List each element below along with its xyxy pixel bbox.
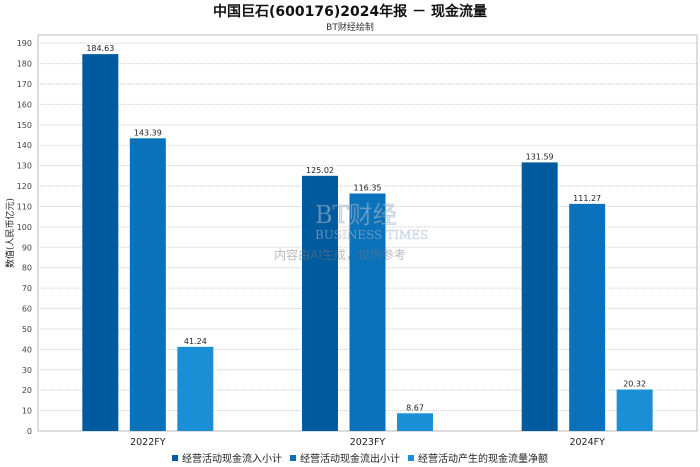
y-tick-label: 50 [22, 325, 32, 334]
bar-value-label: 125.02 [306, 166, 334, 175]
chart-subtitle: BT财经绘制 [326, 21, 374, 33]
y-tick-label: 70 [22, 284, 32, 293]
bar [82, 54, 119, 431]
y-tick-label: 0 [27, 427, 32, 436]
legend-swatch [408, 455, 414, 461]
bar-value-label: 184.63 [86, 44, 114, 53]
y-tick-label: 140 [17, 141, 32, 150]
x-category-label: 2024FY [569, 437, 605, 448]
y-tick-label: 10 [22, 407, 32, 416]
bar [616, 389, 653, 431]
bar-value-label: 143.39 [134, 128, 162, 137]
watermark-note: 内容由AI生成，仅供参考 [274, 247, 406, 262]
watermark: BT财经 BUSINESS TIMES 内容由AI生成，仅供参考 [274, 201, 428, 262]
bar-value-label: 116.35 [354, 184, 382, 193]
bar-value-label: 20.32 [623, 380, 646, 389]
y-tick-label: 60 [22, 305, 32, 314]
legend-label: 经营活动产生的现金流量净额 [418, 452, 548, 465]
bar [521, 162, 558, 431]
legend-label: 经营活动现金流出小计 [300, 452, 400, 465]
bar [397, 413, 433, 431]
bar [569, 203, 606, 431]
legend: 经营活动现金流入小计 经营活动现金流出小计 经营活动产生的现金流量净额 [172, 452, 548, 465]
y-tick-label: 190 [17, 39, 32, 48]
y-tick-label: 160 [17, 100, 32, 109]
y-tick-label: 20 [22, 386, 32, 395]
y-axis-label: 数值(人民币亿元) [4, 198, 16, 268]
x-category-label: 2023FY [350, 437, 386, 448]
bar-value-label: 8.67 [406, 403, 424, 412]
y-axis-ticks: 0 10 20 30 40 50 60 70 80 90 100 110 120 130 140 150 160… [17, 39, 32, 436]
legend-swatch [290, 455, 296, 461]
bar [177, 346, 214, 431]
x-category-label: 2022FY [130, 437, 166, 448]
chart-title: 中国巨石(600176)2024年报 － 现金流量 [213, 3, 487, 20]
y-tick-label: 90 [22, 243, 32, 252]
legend-label: 经营活动现金流入小计 [182, 452, 282, 465]
bars: 184.63 143.39 41.24 125.02 116.35 8.67 131.59 1… [82, 44, 653, 431]
bar-value-label: 41.24 [184, 337, 207, 346]
y-tick-label: 80 [22, 264, 32, 273]
y-tick-label: 130 [17, 162, 32, 171]
y-tick-label: 40 [22, 345, 32, 354]
y-tick-label: 180 [17, 60, 32, 69]
y-tick-label: 120 [17, 182, 32, 191]
y-tick-label: 100 [17, 223, 32, 232]
y-tick-label: 150 [17, 121, 32, 130]
bar [129, 138, 166, 431]
watermark-sub: BUSINESS TIMES [315, 228, 428, 242]
x-axis-categories: 2022FY 2023FY 2024FY [130, 437, 605, 448]
legend-swatch [172, 455, 178, 461]
y-tick-label: 30 [22, 366, 32, 375]
watermark-brand: BT财经 [315, 201, 397, 229]
bar [302, 175, 338, 431]
y-tick-label: 170 [17, 80, 32, 89]
y-tick-label: 110 [17, 202, 32, 211]
bar-value-label: 131.59 [526, 152, 554, 161]
bar [349, 193, 386, 431]
bar-value-label: 111.27 [573, 194, 601, 203]
